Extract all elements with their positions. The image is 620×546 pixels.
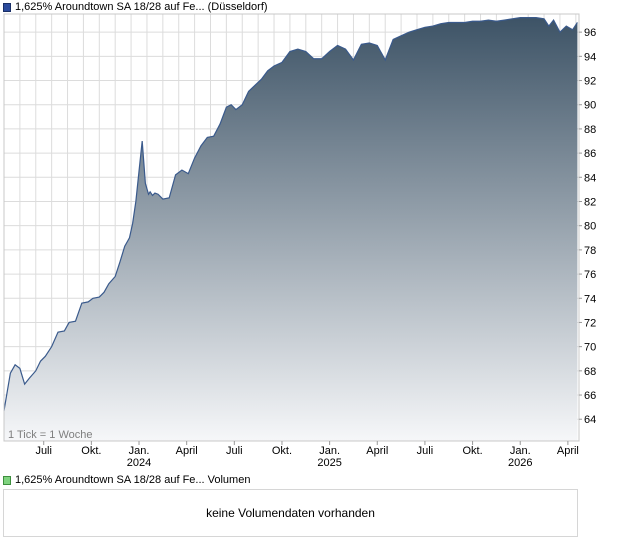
x-tick-label: April — [176, 445, 198, 457]
x-tick-label: Juli — [35, 445, 52, 457]
y-tick-label: 80 — [584, 221, 596, 233]
y-tick-label: 70 — [584, 342, 596, 354]
x-tick-year-label: 2025 — [317, 457, 341, 469]
x-tick-label: Jan. — [510, 445, 531, 457]
plot-frame — [3, 13, 580, 442]
price-legend: 1,625% Aroundtown SA 18/28 auf Fe... (Dü… — [3, 0, 268, 14]
price-legend-label: 1,625% Aroundtown SA 18/28 auf Fe... (Dü… — [15, 1, 268, 13]
x-tick-label: Jan. — [129, 445, 150, 457]
x-tick-year-label: 2026 — [508, 457, 532, 469]
x-tick-label: April — [557, 445, 579, 457]
y-axis: 64 66 68 70 72 74 76 78 80 82 84 86 88 90 92 94 96 — [579, 27, 596, 426]
volume-legend-label: 1,625% Aroundtown SA 18/28 auf Fe... Vol… — [15, 474, 251, 486]
y-tick-label: 84 — [584, 172, 596, 184]
x-tick-label: April — [366, 445, 388, 457]
x-tick-label: Okt. — [462, 445, 482, 457]
price-series-swatch — [3, 2, 11, 12]
price-chart: 64 66 68 70 72 74 76 78 80 82 84 86 88 90 92 94 96 Juli O… — [3, 13, 596, 469]
y-tick-label: 94 — [584, 51, 596, 63]
y-tick-label: 82 — [584, 196, 596, 208]
volume-panel: keine Volumendaten vorhanden — [3, 489, 578, 537]
y-tick-label: 86 — [584, 148, 596, 160]
y-tick-label: 88 — [584, 124, 596, 136]
tick-note: 1 Tick = 1 Woche — [8, 429, 92, 441]
y-tick-label: 74 — [584, 293, 596, 305]
price-area — [4, 17, 578, 441]
y-tick-label: 96 — [584, 27, 596, 39]
x-tick-label: Juli — [226, 445, 243, 457]
volume-legend: 1,625% Aroundtown SA 18/28 auf Fe... Vol… — [3, 473, 250, 487]
y-tick-label: 92 — [584, 76, 596, 88]
volume-empty-message: keine Volumendaten vorhanden — [206, 506, 375, 520]
y-tick-label: 66 — [584, 390, 596, 402]
x-tick-year-label: 2024 — [127, 457, 151, 469]
x-tick-label: Okt. — [272, 445, 292, 457]
y-tick-label: 68 — [584, 366, 596, 378]
x-tick-label: Juli — [417, 445, 434, 457]
x-tick-label: Jan. — [319, 445, 340, 457]
y-tick-label: 78 — [584, 245, 596, 257]
volume-series-swatch — [3, 475, 11, 485]
x-tick-label: Okt. — [81, 445, 101, 457]
price-line — [3, 17, 578, 411]
y-tick-label: 64 — [584, 414, 596, 426]
y-tick-label: 90 — [584, 100, 596, 112]
y-tick-label: 76 — [584, 269, 596, 281]
y-tick-label: 72 — [584, 317, 596, 329]
